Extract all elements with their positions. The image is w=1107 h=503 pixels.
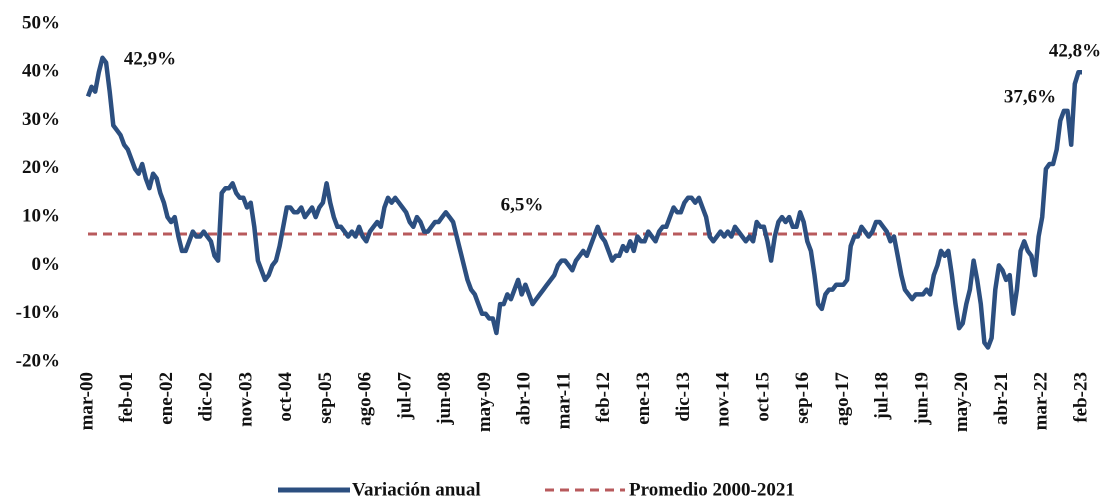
x-tick-label: abr-10: [514, 372, 535, 425]
x-tick-label: sep-05: [315, 372, 336, 424]
x-tick-label: dic-13: [673, 372, 694, 422]
x-tick-label: jul-07: [394, 372, 415, 421]
annotation: 37,6%: [1004, 86, 1056, 107]
x-tick-label: feb-01: [116, 372, 137, 423]
x-tick-label: mar-22: [1031, 372, 1052, 430]
y-tick-label: 10%: [22, 206, 60, 227]
x-tick-label: may-09: [474, 372, 495, 432]
x-tick-label: jul-18: [872, 372, 893, 421]
x-tick-label: ago-17: [832, 372, 853, 426]
y-tick-label: 20%: [22, 157, 60, 178]
annotation: 42,8%: [1049, 40, 1101, 61]
y-tick-label: 40%: [22, 61, 60, 82]
x-tick-label: jun-19: [911, 372, 932, 426]
x-tick-label: abr-21: [991, 372, 1012, 425]
legend-label: Variación anual: [352, 479, 481, 500]
x-tick-label: feb-23: [1070, 372, 1091, 423]
x-tick-label: jun-08: [434, 372, 455, 426]
x-tick-label: mar-00: [76, 372, 97, 430]
x-tick-label: ene-13: [633, 372, 654, 425]
x-tick-label: nov-03: [235, 372, 256, 427]
x-tick-label: dic-02: [196, 372, 217, 422]
annotation: 42,9%: [124, 48, 176, 69]
y-tick-label: -20%: [16, 350, 60, 371]
x-tick-label: sep-16: [792, 372, 813, 424]
legend-label: Promedio 2000-2021: [629, 479, 795, 500]
x-tick-label: oct-04: [275, 372, 296, 422]
y-tick-label: -10%: [16, 302, 60, 323]
x-tick-label: feb-12: [593, 372, 614, 423]
x-tick-label: mar-11: [553, 372, 574, 429]
y-tick-label: 0%: [32, 254, 61, 275]
x-tick-label: nov-14: [713, 372, 734, 427]
x-tick-label: ago-06: [355, 372, 376, 426]
x-tick-label: may-20: [951, 372, 972, 432]
y-tick-label: 30%: [22, 109, 60, 130]
y-tick-label: 50%: [22, 12, 60, 33]
x-tick-label: ene-02: [156, 372, 177, 425]
average-label: 6,5%: [501, 194, 544, 215]
x-tick-label: oct-15: [752, 372, 773, 422]
data-line: [85, 55, 1082, 350]
